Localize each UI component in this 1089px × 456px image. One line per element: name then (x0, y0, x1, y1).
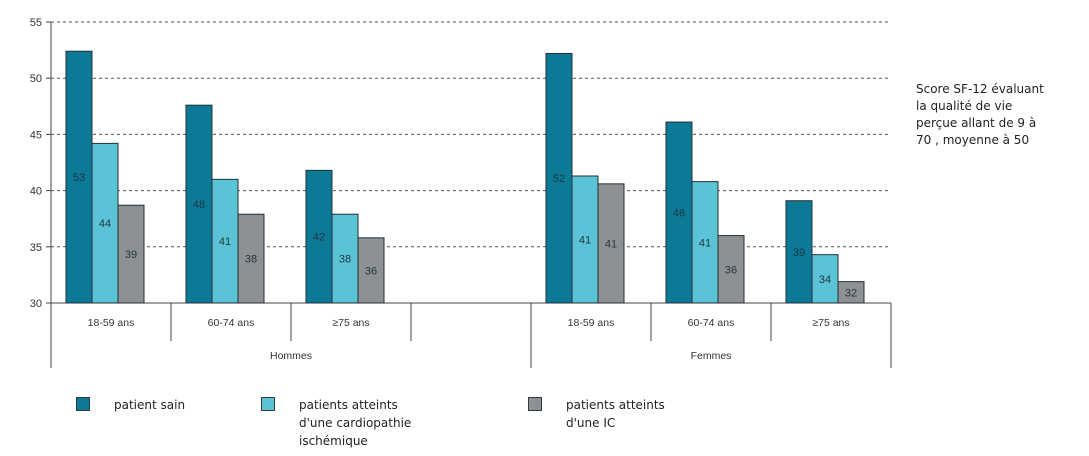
data-label-1-2-1: 34 (819, 274, 831, 286)
category-label-1: 60-74 ans (208, 317, 255, 329)
data-label-0-0-0: 53 (73, 172, 85, 184)
data-label-1-2-2: 32 (845, 287, 857, 299)
category-label-4: 18-59 ans (568, 317, 615, 329)
legend-item-patient-sain: patient sain (76, 396, 185, 414)
bar-0-1-0 (185, 104, 213, 304)
y-tick-label-40: 40 (30, 186, 42, 198)
bar-0-1-1 (211, 178, 239, 304)
score-annotation: Score SF-12 évaluant la qualité de vie p… (916, 82, 1044, 147)
legend-swatch-ic (528, 397, 542, 411)
data-label-1-0-0: 52 (553, 173, 565, 185)
legend-label-cardiopathie: patients atteints d'une cardiopathie isc… (299, 398, 412, 448)
category-label-2: ≥75 ans (332, 317, 369, 329)
data-label-0-2-1: 38 (339, 254, 351, 266)
legend-swatch-cardiopathie (261, 397, 275, 411)
bar-1-1-0 (665, 121, 693, 304)
legend-label-patient-sain: patient sain (114, 398, 186, 412)
bar-1-1-2 (717, 235, 745, 304)
bar-0-0-0 (65, 50, 93, 304)
bar-1-0-2 (597, 183, 625, 304)
legend-item-cardiopathie: patients atteints d'une cardiopathie isc… (261, 396, 411, 450)
bar-1-1-1 (691, 181, 719, 304)
data-label-0-1-2: 38 (245, 254, 257, 266)
legend-label-ic: patients atteints d'une IC (566, 398, 665, 430)
data-label-1-0-2: 41 (605, 238, 617, 250)
category-label-6: ≥75 ans (812, 317, 849, 329)
y-tick-label-35: 35 (30, 242, 42, 254)
data-label-0-1-0: 48 (193, 199, 205, 211)
bar-1-2-1 (811, 254, 839, 304)
bar-0-1-2 (237, 213, 265, 304)
y-tick-label-50: 50 (30, 73, 42, 85)
legend-item-ic: patients atteints d'une IC (528, 396, 665, 432)
bar-1-2-0 (785, 200, 813, 304)
data-label-0-0-1: 44 (99, 218, 111, 230)
y-tick-label-45: 45 (30, 129, 42, 141)
y-tick-label-55: 55 (30, 17, 42, 29)
bar-1-0-0 (545, 52, 573, 304)
data-label-0-2-2: 36 (365, 265, 377, 277)
legend-swatch-patient-sain (76, 397, 90, 411)
bar-0-2-2 (357, 237, 385, 304)
group-label-1: Femmes (691, 350, 732, 362)
bar-0-0-2 (117, 204, 145, 304)
data-label-1-0-1: 41 (579, 234, 591, 246)
data-label-1-2-0: 39 (793, 247, 805, 259)
data-label-0-0-2: 39 (125, 249, 137, 261)
y-tick-label-30: 30 (30, 298, 42, 310)
category-label-5: 60-74 ans (688, 317, 735, 329)
data-label-1-1-0: 46 (673, 208, 685, 220)
bar-0-2-1 (331, 213, 359, 304)
category-label-0: 18-59 ans (88, 317, 135, 329)
bar-1-2-2 (837, 281, 865, 304)
group-label-0: Hommes (270, 350, 312, 362)
data-label-1-1-1: 41 (699, 237, 711, 249)
bar-0-2-0 (305, 169, 333, 304)
data-label-1-1-2: 36 (725, 264, 737, 276)
data-label-0-2-0: 42 (313, 232, 325, 244)
data-label-0-1-1: 41 (219, 236, 231, 248)
